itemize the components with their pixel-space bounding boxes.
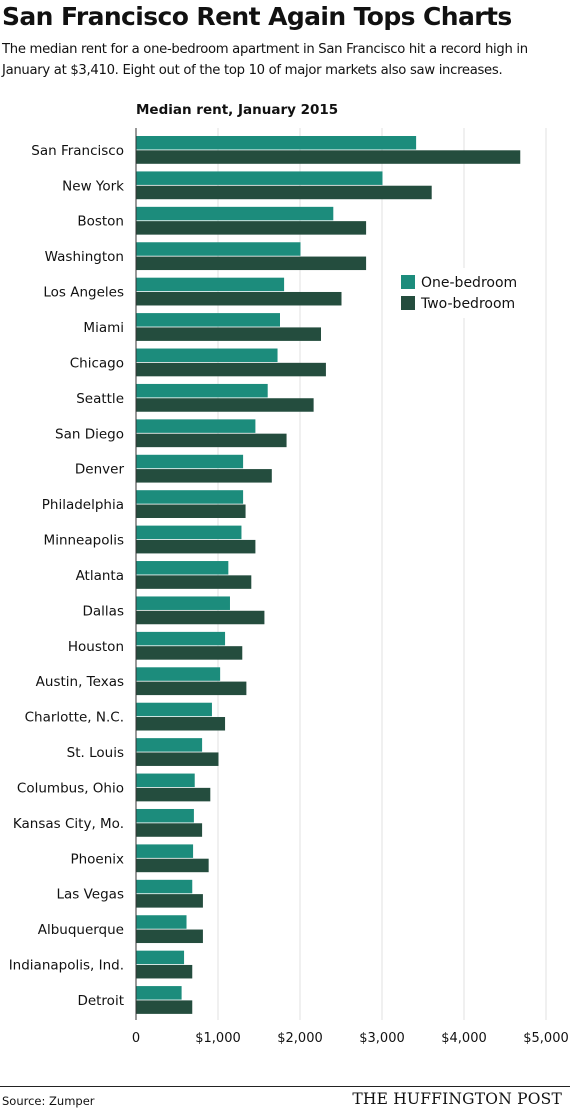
brand-logo: THE HUFFINGTON POST bbox=[352, 1090, 562, 1108]
category-label: Miami bbox=[83, 320, 124, 336]
x-tick-label: $5,000 bbox=[523, 1031, 569, 1046]
bar-two-bedroom bbox=[136, 504, 246, 518]
legend-swatch-one-bedroom bbox=[401, 275, 415, 289]
x-tick-label: 0 bbox=[132, 1031, 140, 1046]
category-label: Indianapolis, Ind. bbox=[9, 958, 124, 974]
category-label: Houston bbox=[68, 639, 124, 655]
category-label: Detroit bbox=[77, 993, 124, 1009]
category-label: Austin, Texas bbox=[36, 674, 124, 690]
category-label: Charlotte, N.C. bbox=[25, 710, 124, 726]
bar-two-bedroom bbox=[136, 150, 521, 164]
bar-two-bedroom bbox=[136, 894, 203, 908]
category-label: Atlanta bbox=[76, 568, 124, 584]
x-axis-ticks: 0 $1,000 $2,000 $3,000 $4,000 $5,000 bbox=[132, 1031, 569, 1046]
bar-one-bedroom bbox=[136, 808, 194, 823]
bar-one-bedroom bbox=[136, 844, 194, 858]
bar-one-bedroom bbox=[136, 206, 334, 221]
legend: One-bedroom Two-bedroom bbox=[388, 268, 530, 318]
gridlines bbox=[135, 128, 547, 1020]
bar-one-bedroom bbox=[136, 490, 244, 504]
category-label: Boston bbox=[77, 214, 124, 230]
bar-two-bedroom bbox=[136, 469, 272, 483]
bars bbox=[136, 136, 521, 1014]
bar-two-bedroom bbox=[136, 291, 342, 306]
chart-title: Median rent, January 2015 bbox=[136, 102, 338, 118]
page-subtitle: The median rent for a one-bedroom apartm… bbox=[2, 42, 528, 78]
bar-one-bedroom bbox=[136, 242, 301, 256]
legend-label-two-bedroom: Two-bedroom bbox=[420, 296, 515, 312]
bar-one-bedroom bbox=[136, 879, 193, 894]
bar-two-bedroom bbox=[136, 858, 209, 873]
bar-one-bedroom bbox=[136, 950, 185, 965]
bar-one-bedroom bbox=[136, 419, 256, 433]
bar-two-bedroom bbox=[136, 681, 247, 696]
category-label: Kansas City, Mo. bbox=[13, 816, 124, 832]
category-label: Philadelphia bbox=[42, 497, 124, 513]
bar-two-bedroom bbox=[136, 823, 203, 837]
category-label: Washington bbox=[45, 249, 124, 265]
page-title: San Francisco Rent Again Tops Charts bbox=[2, 2, 512, 31]
bar-one-bedroom bbox=[136, 525, 242, 540]
category-labels: San Francisco New York Boston Washington Los… bbox=[9, 143, 125, 1009]
bar-two-bedroom bbox=[136, 362, 326, 377]
bar-two-bedroom bbox=[136, 964, 193, 979]
bar-one-bedroom bbox=[136, 561, 229, 575]
category-label: Minneapolis bbox=[44, 533, 124, 549]
bar-one-bedroom bbox=[136, 277, 285, 292]
source-note: Source: Zumper bbox=[2, 1094, 95, 1108]
bar-two-bedroom bbox=[136, 646, 243, 660]
category-label: Phoenix bbox=[70, 851, 124, 867]
category-label: Chicago bbox=[70, 355, 124, 371]
category-label: Columbus, Ohio bbox=[17, 780, 124, 796]
category-label: New York bbox=[62, 178, 124, 194]
bar-two-bedroom bbox=[136, 752, 219, 766]
bar-one-bedroom bbox=[136, 171, 383, 185]
bar-one-bedroom bbox=[136, 702, 212, 717]
bar-one-bedroom bbox=[136, 313, 280, 327]
bar-two-bedroom bbox=[136, 539, 256, 554]
bar-two-bedroom bbox=[136, 327, 321, 341]
bar-one-bedroom bbox=[136, 383, 268, 398]
legend-label-one-bedroom: One-bedroom bbox=[421, 275, 517, 291]
bar-one-bedroom bbox=[136, 915, 187, 929]
footer-divider bbox=[0, 1086, 570, 1087]
bar-one-bedroom bbox=[136, 136, 417, 150]
category-label: Seattle bbox=[76, 391, 124, 407]
x-tick-label: $3,000 bbox=[359, 1031, 405, 1046]
category-label: Denver bbox=[75, 462, 125, 478]
bar-two-bedroom bbox=[136, 433, 287, 448]
category-label: Dallas bbox=[83, 603, 124, 619]
x-tick-label: $1,000 bbox=[195, 1031, 241, 1046]
bar-two-bedroom bbox=[136, 398, 314, 412]
bar-one-bedroom bbox=[136, 348, 278, 363]
bar-one-bedroom bbox=[136, 631, 226, 646]
bar-two-bedroom bbox=[136, 256, 367, 271]
bar-one-bedroom bbox=[136, 738, 203, 752]
category-label: Albuquerque bbox=[38, 922, 124, 938]
bar-one-bedroom bbox=[136, 986, 182, 1000]
bar-one-bedroom bbox=[136, 596, 230, 610]
category-label: Las Vegas bbox=[57, 887, 125, 903]
bar-two-bedroom bbox=[136, 221, 367, 235]
bar-chart: Median rent, January 2015 San Francisco N… bbox=[9, 102, 569, 1046]
category-label: San Diego bbox=[55, 426, 124, 442]
bar-two-bedroom bbox=[136, 610, 265, 625]
category-label: Los Angeles bbox=[43, 285, 124, 301]
bar-one-bedroom bbox=[136, 773, 195, 788]
category-label: San Francisco bbox=[31, 143, 124, 159]
bar-two-bedroom bbox=[136, 787, 211, 802]
bar-one-bedroom bbox=[136, 667, 221, 681]
legend-swatch-two-bedroom bbox=[401, 296, 415, 310]
x-tick-label: $4,000 bbox=[441, 1031, 487, 1046]
bar-two-bedroom bbox=[136, 717, 226, 731]
bar-two-bedroom bbox=[136, 1000, 193, 1014]
bar-one-bedroom bbox=[136, 454, 244, 469]
bar-two-bedroom bbox=[136, 185, 432, 200]
bar-two-bedroom bbox=[136, 575, 252, 589]
category-label: St. Louis bbox=[67, 745, 124, 761]
bar-two-bedroom bbox=[136, 929, 203, 944]
x-tick-label: $2,000 bbox=[277, 1031, 323, 1046]
